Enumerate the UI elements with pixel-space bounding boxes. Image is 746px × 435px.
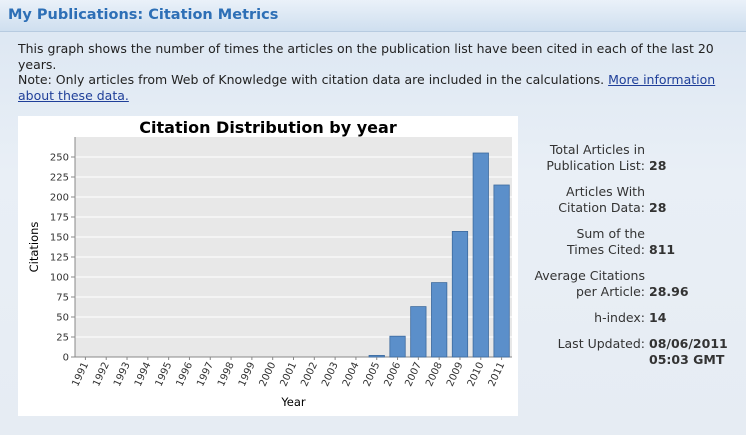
stat-value-line: 28 bbox=[649, 200, 667, 215]
bar bbox=[472, 152, 489, 358]
note: Note: Only articles from Web of Knowledg… bbox=[18, 72, 605, 87]
stat-label: Articles With Citation Data: bbox=[500, 184, 645, 216]
y-tick-label: 250 bbox=[50, 153, 69, 164]
y-tick-label: 225 bbox=[50, 173, 69, 184]
stat-value-line: 05:03 GMT bbox=[649, 352, 725, 367]
stat-label: Last Updated: bbox=[500, 336, 645, 368]
chart-box: Citation Distribution by year 0 25 50 75 100 1… bbox=[18, 116, 518, 416]
chart: Citation Distribution by year 0 25 50 75 100 1… bbox=[27, 118, 512, 409]
chart-title: Citation Distribution by year bbox=[139, 118, 397, 137]
x-tick-label: 2007 bbox=[403, 361, 424, 389]
x-tick-label: 2003 bbox=[320, 361, 341, 389]
x-tick-label: 2010 bbox=[466, 361, 487, 389]
x-tick-label: 1995 bbox=[154, 361, 175, 389]
stat-label-line: Citation Data: bbox=[558, 200, 645, 215]
more-info-link[interactable]: More information about these data. bbox=[18, 72, 716, 103]
stat-value-line: 28.96 bbox=[649, 284, 689, 299]
bar bbox=[431, 282, 448, 358]
x-tick-label: 1993 bbox=[112, 361, 133, 389]
stat-value: 08/06/2011 05:03 GMT bbox=[645, 336, 728, 368]
bar bbox=[368, 354, 385, 358]
x-tick-label: 1992 bbox=[91, 361, 112, 389]
stat-label: h-index: bbox=[500, 310, 645, 326]
stat-value: 28.96 bbox=[645, 268, 689, 300]
stat-label-line: h-index: bbox=[594, 310, 645, 325]
stat-label: Total Articles in Publication List: bbox=[500, 142, 645, 174]
x-tick-label: 2008 bbox=[424, 361, 445, 389]
x-tick-label: 1997 bbox=[195, 361, 216, 389]
stat-value-line: 08/06/2011 bbox=[649, 336, 728, 351]
x-tick-label: 2001 bbox=[278, 361, 299, 389]
stat-value-line: 14 bbox=[649, 310, 667, 325]
x-tick-label: 2004 bbox=[341, 361, 362, 389]
y-tick-label: 100 bbox=[50, 273, 69, 284]
x-tick-label: 1991 bbox=[70, 361, 91, 389]
y-tick-label: 175 bbox=[50, 213, 69, 224]
y-tick-label: 200 bbox=[50, 193, 69, 204]
stat-row: Sum of the Times Cited: 811 bbox=[500, 226, 740, 258]
stat-value: 811 bbox=[645, 226, 675, 258]
stat-label-line: Last Updated: bbox=[557, 336, 645, 351]
x-tick-label: 1994 bbox=[133, 361, 154, 389]
bar bbox=[451, 231, 469, 358]
y-tick-label: 75 bbox=[56, 293, 69, 304]
x-tick-label: 2002 bbox=[299, 361, 320, 389]
header-title: My Publications: Citation Metrics bbox=[8, 7, 279, 23]
bar bbox=[410, 306, 427, 358]
y-tick-label: 50 bbox=[56, 313, 69, 324]
y-tick-label: 25 bbox=[56, 333, 69, 344]
bar bbox=[389, 335, 406, 358]
x-tick-label: 2009 bbox=[445, 361, 466, 389]
stat-label-line: Total Articles in bbox=[549, 142, 645, 157]
stat-label: Average Citations per Article: bbox=[500, 268, 645, 300]
stat-value: 14 bbox=[645, 310, 666, 326]
description: This graph shows the number of times the… bbox=[18, 41, 728, 103]
stat-value-line: 811 bbox=[649, 242, 676, 257]
stat-value: 28 bbox=[645, 184, 666, 216]
stat-label-line: Articles With bbox=[566, 184, 645, 199]
stat-label-line: Times Cited: bbox=[566, 242, 645, 257]
stat-value-line: 28 bbox=[649, 158, 667, 173]
x-tick-label: 1998 bbox=[216, 361, 237, 389]
x-tick-label: 2000 bbox=[258, 361, 279, 389]
stat-value: 28 bbox=[645, 142, 666, 174]
stats: Total Articles in Publication List: 28 Arti… bbox=[500, 142, 740, 378]
stat-row: Total Articles in Publication List: 28 bbox=[500, 142, 740, 174]
x-tick-label: 1999 bbox=[237, 361, 258, 389]
stat-row: Articles With Citation Data: 28 bbox=[500, 184, 740, 216]
description-text: This graph shows the number of times the… bbox=[18, 41, 714, 72]
stat-row: h-index: 14 bbox=[500, 310, 740, 326]
x-axis-title: Year bbox=[280, 395, 306, 409]
y-tick-label: 150 bbox=[50, 233, 69, 244]
stat-label-line: Average Citations bbox=[534, 268, 645, 283]
stat-label-line: Sum of the bbox=[576, 226, 645, 241]
y-axis-title: Citations bbox=[27, 222, 41, 273]
y-tick-label: 0 bbox=[63, 353, 69, 364]
stat-label-line: per Article: bbox=[575, 284, 645, 299]
x-tick-label: 1996 bbox=[174, 361, 195, 389]
x-tick-label: 2005 bbox=[362, 361, 383, 389]
stat-row: Last Updated: 08/06/2011 05:03 GMT bbox=[500, 336, 740, 368]
x-tick-label: 2006 bbox=[383, 361, 404, 389]
y-tick-label: 125 bbox=[50, 253, 69, 264]
stat-label-line: Publication List: bbox=[546, 158, 645, 173]
stat-row: Average Citations per Article: 28.96 bbox=[500, 268, 740, 300]
header: My Publications: Citation Metrics bbox=[0, 0, 746, 32]
stat-label: Sum of the Times Cited: bbox=[500, 226, 645, 258]
